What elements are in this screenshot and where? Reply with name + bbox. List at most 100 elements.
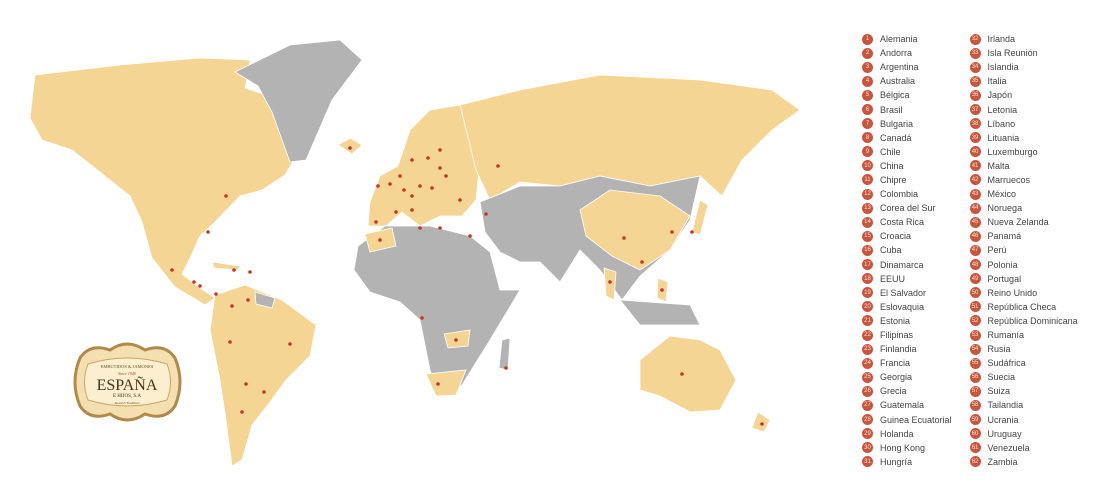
legend-country-name: Bulgaria <box>880 118 914 129</box>
location-marker <box>214 292 218 296</box>
legend-item: 24 Francia <box>862 356 952 370</box>
legend-item: 23 Finlandia <box>862 342 952 356</box>
legend-number-badge: 41 <box>969 160 981 172</box>
legend-country-name: Colombia <box>880 189 919 200</box>
legend-country-name: Suiza <box>987 386 1011 397</box>
legend-number-badge: 20 <box>862 301 873 313</box>
legend-number-badge: 61 <box>969 442 981 454</box>
legend-number-badge: 24 <box>862 357 873 369</box>
location-marker <box>420 316 424 320</box>
legend-number-badge: 17 <box>862 259 873 271</box>
legend-item: 40 Luxemburgo <box>969 145 1078 159</box>
location-marker <box>388 182 392 186</box>
legend-item: 38 Líbano <box>969 117 1078 131</box>
logo-tradition: Spanish Tradition <box>115 401 140 405</box>
location-marker <box>504 366 508 370</box>
legend-country-name: Nueva Zelanda <box>987 217 1049 228</box>
legend-item: 54 Rusia <box>969 342 1078 356</box>
location-marker <box>410 208 414 212</box>
legend-item: 43 México <box>969 187 1078 201</box>
legend-item: 22 Filipinas <box>862 328 952 342</box>
location-marker <box>680 372 684 376</box>
region-caribbean <box>211 261 241 271</box>
legend-number-badge: 25 <box>862 371 873 383</box>
location-marker <box>246 298 250 302</box>
legend-country-name: Reino Unido <box>987 287 1038 298</box>
legend-item: 2 Andorra <box>862 46 952 60</box>
legend-item: 41 Malta <box>969 159 1078 173</box>
location-marker <box>444 174 448 178</box>
legend-item: 50 Reino Unido <box>969 286 1078 300</box>
legend-number-badge: 50 <box>969 287 981 299</box>
region-japan <box>691 199 709 236</box>
location-marker <box>240 410 244 414</box>
legend-number-badge: 52 <box>969 315 981 327</box>
legend-country-name: Rusia <box>987 344 1011 355</box>
legend-item: 47 Perú <box>969 243 1078 257</box>
location-marker <box>760 422 764 426</box>
legend-number-badge: 31 <box>862 456 873 468</box>
legend-country-name: Eslovaquia <box>880 301 925 312</box>
legend-item: 52 República Dominicana <box>969 314 1078 328</box>
legend-number-badge: 44 <box>969 202 981 214</box>
legend-country-name: México <box>987 189 1017 200</box>
legend-country-name: República Dominicana <box>987 315 1078 326</box>
legend-number-badge: 2 <box>862 47 873 59</box>
legend-number-badge: 27 <box>862 399 873 411</box>
legend-country-name: Islandia <box>987 62 1019 73</box>
location-marker <box>484 212 488 216</box>
legend-number-badge: 49 <box>969 273 981 285</box>
legend-country-name: Panamá <box>987 231 1022 242</box>
legend-number-badge: 32 <box>969 33 981 45</box>
legend-number-badge: 5 <box>862 89 873 101</box>
logo-brand: ESPAÑA <box>97 376 158 394</box>
location-marker <box>248 270 252 274</box>
legend-item: 14 Costa Rica <box>862 215 952 229</box>
legend-number-badge: 56 <box>969 371 981 383</box>
legend-country-name: Australia <box>880 76 916 87</box>
legend-item: 29 Holanda <box>862 427 952 441</box>
legend-item: 25 Georgia <box>862 370 952 384</box>
location-marker <box>660 288 664 292</box>
legend-country-name: Irlanda <box>987 34 1016 45</box>
legend-country-name: Luxemburgo <box>987 146 1038 157</box>
legend-number-badge: 53 <box>969 329 981 341</box>
legend-item: 34 Islandia <box>969 60 1078 74</box>
legend-number-badge: 4 <box>862 75 873 87</box>
legend-country-name: Suecia <box>987 372 1016 383</box>
legend-item: 6 Brasil <box>862 102 952 116</box>
region-iceland <box>337 137 363 155</box>
legend-number-badge: 51 <box>969 301 981 313</box>
legend-number-badge: 26 <box>862 385 873 397</box>
legend-country-name: Guinea Ecuatorial <box>880 414 952 425</box>
legend-item: 9 Chile <box>862 145 952 159</box>
location-marker <box>170 268 174 272</box>
legend-item: 16 Cuba <box>862 243 952 257</box>
legend-number-badge: 36 <box>969 89 981 101</box>
location-marker <box>458 198 462 202</box>
location-marker <box>378 238 382 242</box>
legend-number-badge: 23 <box>862 343 873 355</box>
legend-country-name: Estonia <box>880 315 911 326</box>
legend-item: 4 Australia <box>862 74 952 88</box>
legend-number-badge: 19 <box>862 287 873 299</box>
legend-country-name: Hong Kong <box>880 442 926 453</box>
legend-country-name: Perú <box>987 245 1007 256</box>
legend-number-badge: 37 <box>969 104 981 116</box>
legend-number-badge: 21 <box>862 315 873 327</box>
location-marker <box>230 304 234 308</box>
location-marker <box>376 184 380 188</box>
legend-number-badge: 13 <box>862 202 873 214</box>
legend-number-badge: 45 <box>969 216 981 228</box>
legend-item: 53 Rumanía <box>969 328 1078 342</box>
region-russia <box>459 74 801 201</box>
legend-number-badge: 11 <box>862 174 873 186</box>
legend-number-badge: 60 <box>969 428 981 440</box>
legend-country-name: Argentina <box>880 62 919 73</box>
location-marker <box>438 166 442 170</box>
legend-country-name: Ucrania <box>987 414 1019 425</box>
legend-number-badge: 8 <box>862 132 873 144</box>
legend-number-badge: 43 <box>969 188 981 200</box>
location-marker <box>374 220 378 224</box>
region-north-america <box>29 57 301 306</box>
